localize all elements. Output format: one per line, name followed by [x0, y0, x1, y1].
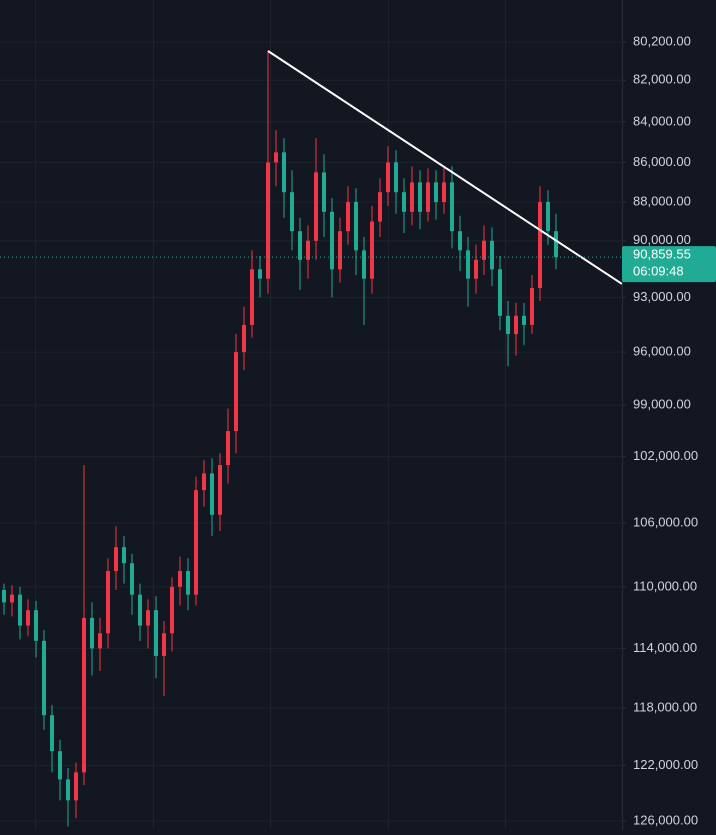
candle-body	[194, 490, 198, 595]
y-tick-label: 93,000.00	[633, 289, 691, 304]
y-tick-label: 84,000.00	[633, 113, 691, 128]
time-grid	[35, 0, 506, 830]
candle-body	[530, 288, 534, 325]
candle-body	[442, 182, 446, 203]
y-tick-label: 126,000.00	[633, 812, 698, 827]
candle-body	[178, 571, 182, 587]
candle-body	[10, 594, 14, 603]
candle-body	[266, 162, 270, 279]
candle-body	[522, 315, 526, 325]
candle-body	[314, 172, 318, 241]
countdown: 06:09:48	[633, 264, 684, 279]
candle-body	[50, 715, 54, 752]
candle-body	[354, 202, 358, 251]
candle-body	[474, 259, 478, 279]
candle-body	[394, 162, 398, 193]
candle-body	[418, 182, 422, 212]
candle-body	[250, 269, 254, 325]
candle-body	[498, 269, 502, 316]
candle-body	[210, 473, 214, 515]
candle-body	[298, 231, 302, 260]
candle-body	[290, 192, 294, 232]
price-grid	[0, 41, 622, 822]
candle-body	[466, 250, 470, 279]
candle-body	[538, 202, 542, 289]
candle-body	[226, 431, 230, 466]
candle-body	[458, 231, 462, 251]
y-tick-label: 122,000.00	[633, 757, 698, 772]
candle-body	[234, 352, 238, 432]
y-tick-label: 118,000.00	[633, 699, 697, 714]
candle-body	[106, 571, 110, 634]
candle-body	[34, 610, 38, 641]
y-tick-label: 82,000.00	[633, 72, 691, 87]
price-axis: 80,200.00 82,000.00 84,000.00 86,000.00 88,0…	[622, 33, 716, 827]
y-tick-label: 102,000.00	[633, 448, 698, 463]
trendline	[267, 50, 622, 285]
candle-body	[154, 610, 158, 656]
y-tick-label: 80,200.00	[633, 33, 691, 48]
candle-body	[330, 211, 334, 270]
candle-body	[514, 315, 518, 335]
y-tick-label: 110,000.00	[633, 578, 697, 593]
candle-body	[26, 610, 30, 626]
plot-area	[0, 50, 622, 827]
candle-body	[546, 202, 550, 232]
y-tick-label: 114,000.00	[633, 640, 697, 655]
candle-body	[434, 182, 438, 203]
candle-body	[98, 633, 102, 649]
y-tick-label: 90,000.00	[633, 232, 691, 247]
candle-body	[506, 315, 510, 335]
candle-body	[370, 221, 374, 279]
y-tick-label: 106,000.00	[633, 514, 698, 529]
candle-body	[426, 182, 430, 212]
y-tick-label: 86,000.00	[633, 154, 691, 169]
candle-body	[66, 779, 70, 801]
y-tick-label: 99,000.00	[633, 397, 691, 412]
candle-body	[42, 640, 46, 716]
candle-body	[90, 617, 94, 649]
candle-body	[306, 240, 310, 260]
candle-body	[202, 473, 206, 491]
candle-body	[378, 192, 382, 222]
candle-body	[18, 594, 22, 626]
candle-body	[258, 269, 262, 279]
candle-body	[58, 751, 62, 780]
candle-body	[490, 240, 494, 270]
candle-body	[274, 152, 278, 163]
candle-body	[114, 547, 118, 572]
candle-body	[282, 152, 286, 193]
candle-body	[450, 182, 454, 232]
candle-body	[322, 172, 326, 212]
candle-body	[186, 571, 190, 595]
candle-body	[554, 231, 558, 258]
last-price-label: 90,859.55	[633, 247, 691, 262]
candle-body	[338, 231, 342, 270]
y-tick-label: 96,000.00	[633, 344, 691, 359]
candle-body	[402, 192, 406, 212]
candle-body	[410, 182, 414, 212]
candle-body	[346, 202, 350, 232]
candle-body	[162, 633, 166, 656]
candle-body	[242, 324, 246, 353]
last-price-box	[622, 246, 716, 283]
candle-body	[218, 465, 222, 515]
candle-body	[130, 563, 134, 595]
candle-body	[362, 250, 366, 279]
candle-body	[146, 610, 150, 626]
candle-body	[2, 589, 6, 603]
candle-body	[74, 772, 78, 801]
candle-body	[82, 617, 86, 773]
candle-body	[138, 594, 142, 626]
candle-body	[122, 547, 126, 564]
candle-body	[170, 586, 174, 634]
candle-body	[386, 162, 390, 193]
y-tick-label: 88,000.00	[633, 193, 691, 208]
candle-body	[482, 240, 486, 260]
